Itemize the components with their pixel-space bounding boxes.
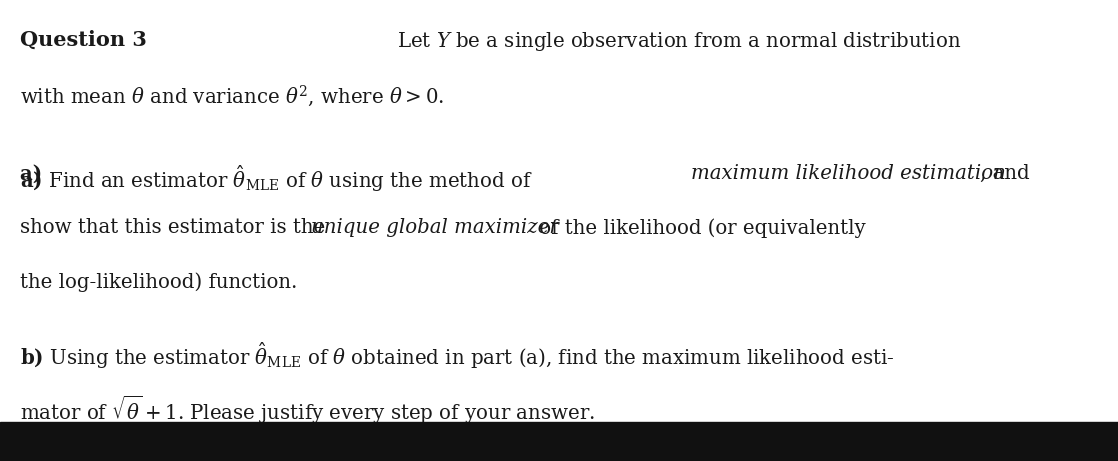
Text: Question 3: Question 3	[20, 30, 146, 50]
Text: maximum likelihood estimation: maximum likelihood estimation	[691, 164, 1006, 183]
Text: with mean $\theta$ and variance $\theta^2$, where $\theta > 0$.: with mean $\theta$ and variance $\theta^…	[20, 84, 444, 109]
Bar	[0, 422, 1118, 461]
Text: , and: , and	[980, 164, 1030, 183]
Text: Let $Y$ be a single observation from a normal distribution: Let $Y$ be a single observation from a n…	[397, 30, 961, 53]
Text: $\mathbf{b)}$ Using the estimator $\hat{\theta}_{\mathrm{MLE}}$ of $\theta$ obta: $\mathbf{b)}$ Using the estimator $\hat{…	[20, 340, 894, 371]
Text: unique global maximizer: unique global maximizer	[311, 218, 559, 237]
Text: $\mathbf{a)}$ Find an estimator $\hat{\theta}_{\mathrm{MLE}}$ of $\theta$ using : $\mathbf{a)}$ Find an estimator $\hat{\t…	[20, 164, 533, 194]
Text: the log-likelihood) function.: the log-likelihood) function.	[20, 272, 297, 292]
Text: mator of $\sqrt{\theta} + 1$. Please justify every step of your answer.: mator of $\sqrt{\theta} + 1$. Please jus…	[20, 394, 595, 426]
Text: of the likelihood (or equivalently: of the likelihood (or equivalently	[533, 218, 866, 238]
Text: show that this estimator is the: show that this estimator is the	[20, 218, 332, 237]
Text: a): a)	[20, 164, 49, 183]
